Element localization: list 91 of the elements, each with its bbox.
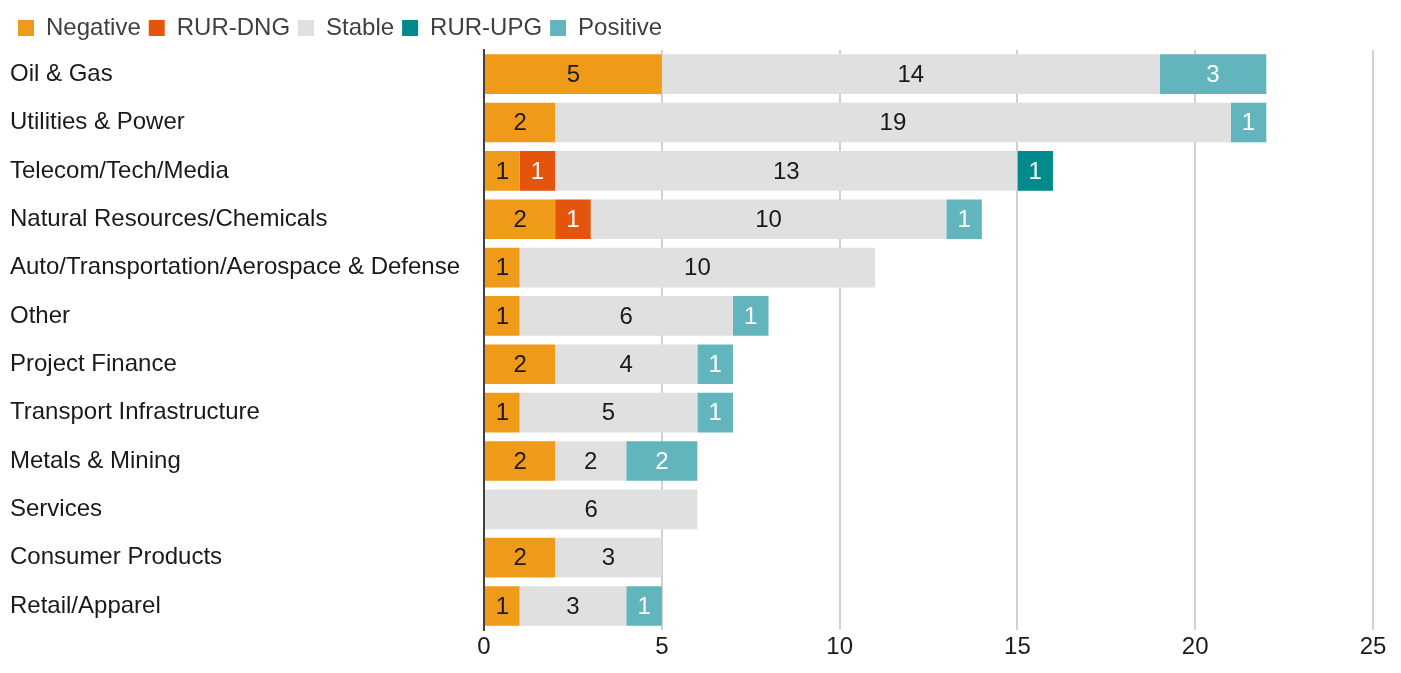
bar [732,296,769,336]
y-tick-label: Auto/Transportation/Aerospace & Defense [10,252,461,280]
y-tick-label: Transport Infrastructure [10,397,260,425]
data-label: 6 [619,301,633,329]
data-label: 1 [1241,108,1256,136]
bar [697,392,733,433]
bar [485,151,520,191]
bar [519,247,876,288]
bar [555,102,1231,143]
data-label: 5 [601,398,616,426]
data-label: 1 [637,591,651,619]
data-label: 5 [566,59,581,87]
data-label: 6 [584,494,598,522]
data-label: 2 [655,446,669,474]
legend-label: Positive [578,12,663,40]
x-tick-label: 0 [477,632,491,660]
data-label: 1 [495,301,509,329]
data-label: 2 [513,204,527,232]
data-label: 3 [566,591,580,619]
y-tick-label: Project Finance [10,348,177,376]
data-label: 10 [755,204,782,232]
data-label: 1 [495,156,509,184]
x-tick-label: 25 [1359,632,1387,660]
bar [519,586,627,626]
data-label: 1 [566,204,580,232]
bar [555,441,627,481]
bar [555,151,1018,191]
bar [697,344,733,385]
bar [485,102,556,143]
data-label: 2 [513,108,527,136]
data-label: 1 [495,398,509,426]
data-label: 3 [601,543,616,571]
bar [485,392,520,433]
y-tick-label: Oil & Gas [10,58,113,86]
bar [485,296,520,336]
data-label: 1 [744,301,758,329]
bar [661,54,1160,94]
bar [519,151,556,191]
data-label: 14 [897,59,925,87]
data-label: 19 [879,108,907,136]
legend-label: Stable [326,12,395,40]
y-tick-label: Telecom/Tech/Media [10,155,230,183]
data-label: 4 [619,349,633,377]
bar [626,441,698,481]
data-label: 2 [584,446,598,474]
bar [485,537,556,578]
data-label: 2 [513,543,527,571]
legend-label: RUR-UPG [430,12,543,40]
x-tick-label: 10 [826,632,853,660]
bar [555,199,591,240]
bar [626,586,662,626]
x-tick-label: 15 [1004,632,1031,660]
bar [590,199,947,240]
data-label: 13 [772,156,800,184]
bar [555,537,662,578]
data-label: 3 [1206,59,1220,87]
x-tick-label: 5 [655,632,669,660]
y-tick-label: Utilities & Power [10,107,185,135]
bar [485,344,556,385]
data-label: 1 [708,398,722,426]
bar [555,344,698,385]
bar [485,54,662,94]
y-tick-label: Retail/Apparel [10,590,161,618]
x-tick-label: 20 [1181,632,1209,660]
y-tick-label: Services [10,493,103,521]
y-tick-label: Metals & Mining [10,445,181,473]
bar [1159,54,1267,94]
bar [485,441,556,481]
data-label: 2 [513,349,527,377]
y-tick-label: Other [10,300,71,328]
y-tick-label: Natural Resources/Chemicals [10,203,328,231]
data-label: 1 [495,591,509,619]
bar [1230,102,1267,143]
data-label: 1 [495,253,509,281]
bar [485,489,698,530]
legend-label: RUR-DNG [176,12,291,40]
bar [519,392,698,433]
y-tick-label: Consumer Products [10,542,223,570]
bar [485,586,520,626]
bar [519,296,733,336]
bar [485,247,520,288]
bar [1017,151,1053,191]
data-label: 1 [708,349,722,377]
data-label: 2 [513,446,527,474]
data-label: 10 [684,253,711,281]
data-label: 1 [957,204,971,232]
bar [946,199,982,240]
legend-label: Negative [46,12,141,40]
data-label: 1 [1028,156,1042,184]
bar [485,199,556,240]
data-label: 1 [530,156,545,184]
